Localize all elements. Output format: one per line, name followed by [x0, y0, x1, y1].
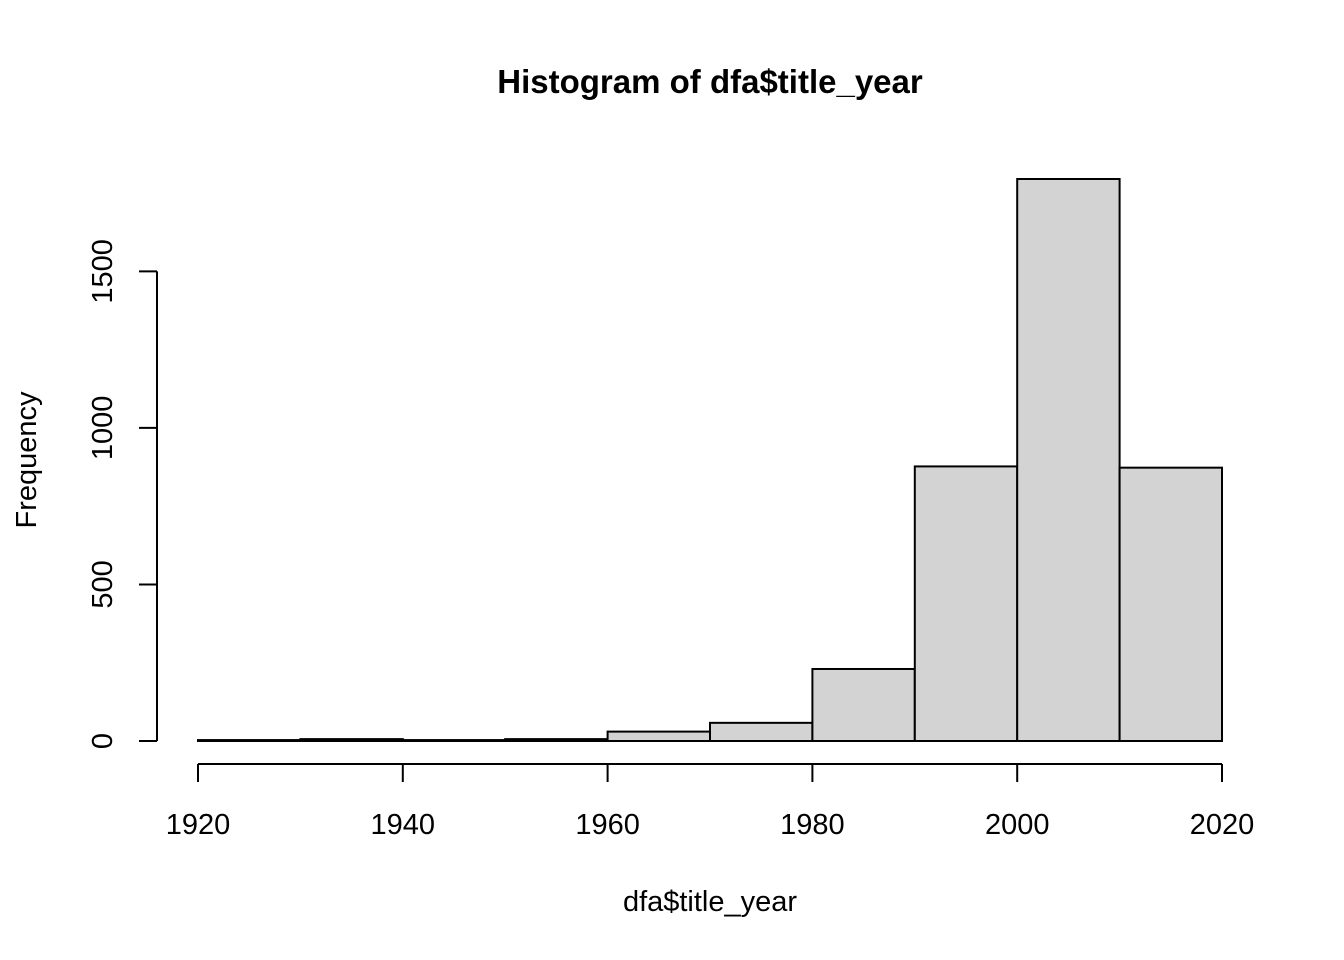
y-tick-label-1000: 1000 [87, 396, 119, 461]
x-tick-label-1960: 1960 [575, 809, 640, 841]
x-tick-label-2000: 2000 [985, 809, 1050, 841]
y-axis-label: Frequency [11, 391, 43, 529]
x-axis: 1920 1940 1960 1980 2000 2020 [166, 763, 1255, 841]
histogram-bar-1960-1970 [606, 730, 711, 742]
x-tick-label-2020: 2020 [1190, 809, 1255, 841]
histogram-bar-1980-1990 [811, 667, 916, 742]
histogram-bar-1950-1960 [504, 738, 609, 743]
histogram-bar-1920-1930 [197, 739, 302, 743]
histogram-bar-1990-2000 [913, 465, 1019, 742]
histogram-bar-1970-1980 [709, 721, 814, 743]
x-tick-label-1940: 1940 [371, 809, 436, 841]
histogram-bar-2000-2010 [1016, 178, 1121, 742]
x-tick-label-1980: 1980 [780, 809, 845, 841]
bars-group [197, 178, 1223, 743]
x-tick-label-1920: 1920 [166, 809, 231, 841]
y-tick-label-0: 0 [87, 733, 119, 749]
y-tick-label-500: 500 [87, 560, 119, 608]
x-axis-label: dfa$title_year [623, 886, 797, 918]
chart-title: Histogram of dfa$title_year [497, 63, 923, 100]
y-tick-label-1500: 1500 [87, 239, 119, 304]
histogram-bar-2010-2020 [1118, 466, 1223, 742]
y-axis: 0 500 1000 1500 [87, 239, 158, 749]
histogram-bar-1940-1950 [401, 739, 507, 743]
histogram-bar-1930-1940 [299, 738, 404, 743]
